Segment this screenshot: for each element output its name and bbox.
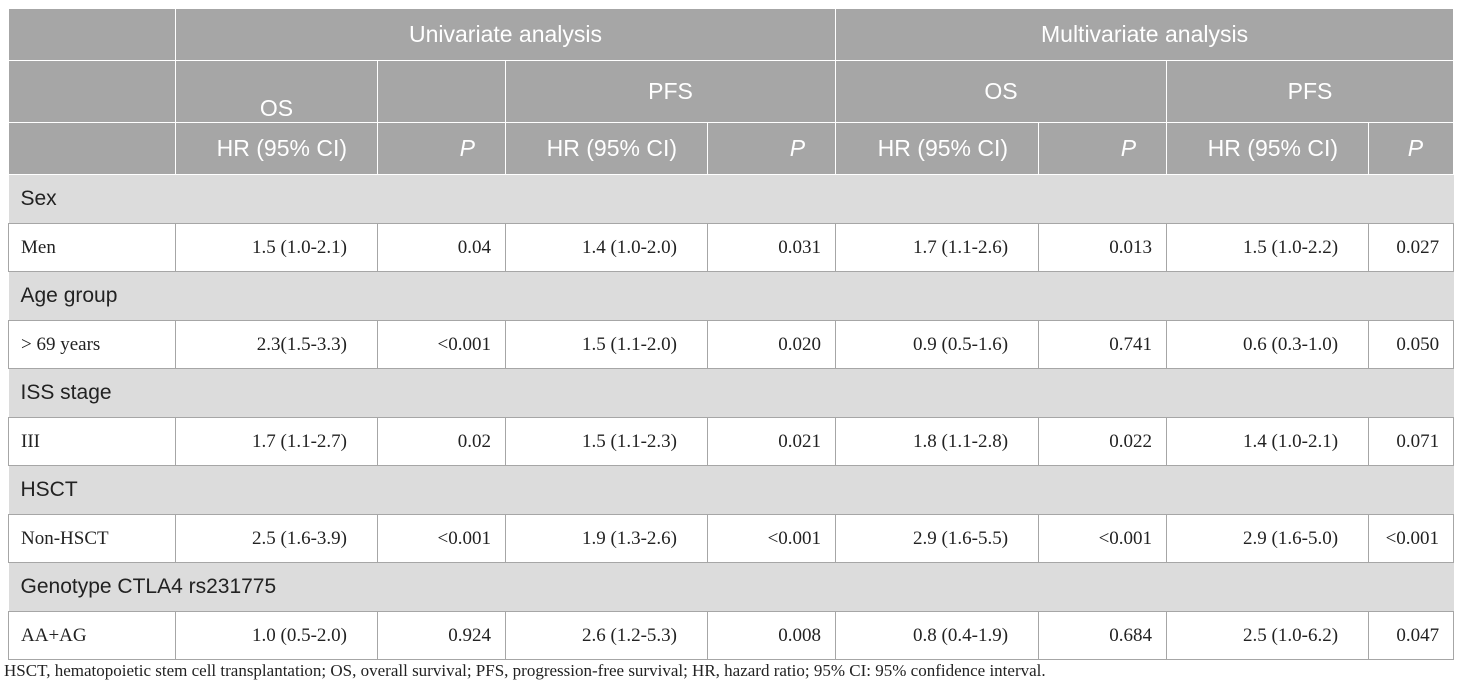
cell: <0.001 (1038, 514, 1168, 563)
cell: <0.001 (706, 514, 837, 563)
row-label: AA+AG (8, 611, 176, 660)
cell: 0.924 (377, 611, 506, 660)
cell: <0.001 (377, 514, 506, 563)
uni-os-blank-header (377, 60, 506, 123)
cell: 2.5 (1.0-6.2) (1166, 611, 1370, 660)
corner-cell (8, 60, 176, 123)
cell: 1.5 (1.1-2.0) (505, 320, 708, 369)
table-row: AA+AG 1.0 (0.5-2.0) 0.924 2.6 (1.2-5.3) … (8, 611, 1455, 660)
cell: 2.5 (1.6-3.9) (175, 514, 378, 563)
group-label: Genotype CTLA4 rs231775 (8, 562, 1454, 612)
group-label: ISS stage (8, 368, 1454, 418)
cell: 2.9 (1.6-5.0) (1166, 514, 1370, 563)
row-label: Non-HSCT (8, 514, 176, 563)
cell: 0.031 (706, 223, 837, 272)
cell: 0.008 (706, 611, 837, 660)
cell: 0.013 (1038, 223, 1168, 272)
cell: 0.047 (1368, 611, 1455, 660)
corner-cell (8, 122, 176, 175)
cell: 0.020 (706, 320, 837, 369)
uni-os-hr-header: HR (95% CI) (175, 122, 378, 175)
cell: 1.8 (1.1-2.8) (835, 417, 1040, 466)
results-table: Univariate analysis Multivariate analysi… (8, 8, 1455, 660)
cell: 0.071 (1368, 417, 1455, 466)
cell: 1.5 (1.1-2.3) (505, 417, 708, 466)
cell: <0.001 (1368, 514, 1455, 563)
uni-pfs-hr-header: HR (95% CI) (505, 122, 708, 175)
cell: <0.001 (377, 320, 506, 369)
multi-os-hr-header: HR (95% CI) (835, 122, 1040, 175)
multivariate-header: Multivariate analysis (835, 8, 1455, 61)
table-footnote: HSCT, hematopoietic stem cell transplant… (4, 661, 1046, 680)
cell: 2.6 (1.2-5.3) (505, 611, 708, 660)
group-label: Age group (8, 271, 1454, 321)
table-row: > 69 years 2.3(1.5-3.3) <0.001 1.5 (1.1-… (8, 320, 1455, 369)
table-body: Sex Men 1.5 (1.0-2.1) 0.04 1.4 (1.0-2.0)… (8, 174, 1455, 660)
uni-os-p-header: P (377, 122, 506, 175)
cell: 1.5 (1.0-2.2) (1166, 223, 1370, 272)
corner-cell (8, 8, 176, 61)
table-header: Univariate analysis Multivariate analysi… (8, 8, 1455, 175)
row-label: III (8, 417, 176, 466)
table-row: Men 1.5 (1.0-2.1) 0.04 1.4 (1.0-2.0) 0.0… (8, 223, 1455, 272)
cell: 0.050 (1368, 320, 1455, 369)
cell: 0.022 (1038, 417, 1168, 466)
univariate-header: Univariate analysis (174, 8, 837, 61)
cell: 0.027 (1368, 223, 1455, 272)
multi-pfs-header: PFS (1166, 60, 1455, 123)
multi-os-header: OS (835, 60, 1168, 123)
cell: 1.7 (1.1-2.6) (835, 223, 1040, 272)
group-label: Sex (8, 174, 1454, 224)
cell: 2.3(1.5-3.3) (175, 320, 378, 369)
table-row: III 1.7 (1.1-2.7) 0.02 1.5 (1.1-2.3) 0.0… (8, 417, 1455, 466)
cell: 1.4 (1.0-2.1) (1166, 417, 1370, 466)
uni-os-header: OS (175, 60, 378, 123)
table-container: Univariate analysis Multivariate analysi… (8, 8, 1455, 660)
cell: 1.7 (1.1-2.7) (175, 417, 378, 466)
cell: 0.021 (706, 417, 837, 466)
multi-pfs-hr-header: HR (95% CI) (1166, 122, 1370, 175)
row-label: Men (8, 223, 176, 272)
cell: 0.684 (1038, 611, 1168, 660)
cell: 1.5 (1.0-2.1) (175, 223, 378, 272)
cell: 1.0 (0.5-2.0) (175, 611, 378, 660)
cell: 0.02 (377, 417, 506, 466)
cell: 1.4 (1.0-2.0) (505, 223, 708, 272)
uni-pfs-p-header: P (706, 122, 837, 175)
uni-pfs-header: PFS (504, 60, 837, 123)
cell: 0.6 (0.3-1.0) (1166, 320, 1370, 369)
cell: 0.741 (1038, 320, 1168, 369)
cell: 0.9 (0.5-1.6) (835, 320, 1040, 369)
row-label: > 69 years (8, 320, 176, 369)
cell: 0.8 (0.4-1.9) (835, 611, 1040, 660)
cell: 1.9 (1.3-2.6) (505, 514, 708, 563)
multi-pfs-p-header: P (1368, 122, 1455, 175)
cell: 0.04 (377, 223, 506, 272)
table-row: Non-HSCT 2.5 (1.6-3.9) <0.001 1.9 (1.3-2… (8, 514, 1455, 563)
multi-os-p-header: P (1038, 122, 1168, 175)
group-label: HSCT (8, 465, 1454, 515)
cell: 2.9 (1.6-5.5) (835, 514, 1040, 563)
